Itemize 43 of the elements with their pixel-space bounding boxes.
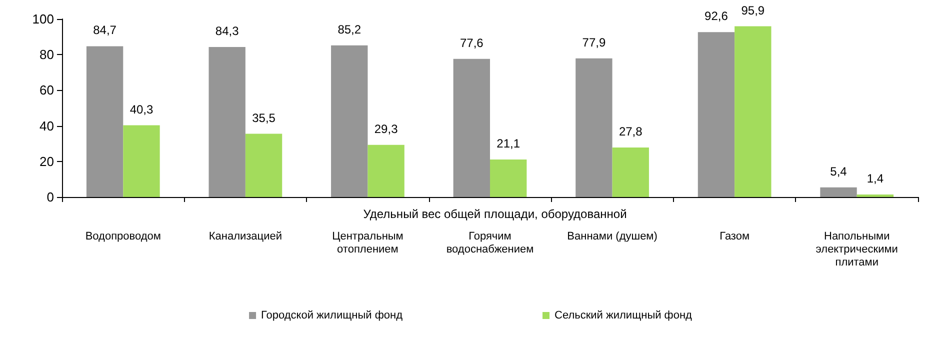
x-tick-label: Напольными электрическими плитами bbox=[816, 230, 898, 268]
x-tick-label: Водопроводом bbox=[85, 230, 161, 242]
bar bbox=[331, 45, 368, 197]
y-tick-label: 60 bbox=[40, 82, 54, 98]
y-tick-label: 0 bbox=[46, 190, 54, 204]
bar bbox=[208, 46, 246, 197]
bar bbox=[368, 144, 404, 197]
data-label: 84,3 bbox=[215, 24, 240, 38]
data-label: 77,6 bbox=[460, 36, 484, 50]
data-label: 95,9 bbox=[741, 3, 765, 18]
y-tick-label: 100 bbox=[32, 12, 54, 26]
data-label: 21,1 bbox=[496, 136, 520, 150]
legend-label: Городской жилищный фонд bbox=[261, 310, 404, 322]
bar bbox=[490, 159, 527, 197]
y-tick-label: 40 bbox=[40, 118, 54, 134]
bar bbox=[612, 148, 649, 197]
data-label: 27,8 bbox=[618, 124, 643, 139]
bar bbox=[453, 58, 490, 197]
x-tick-label: Канализацией bbox=[208, 230, 282, 242]
x-tick-label: Центральным отоплением bbox=[332, 230, 404, 256]
y-tick-label: 80 bbox=[40, 47, 54, 62]
x-axis-title: Удельный вес общей площади, оборудованной bbox=[363, 207, 627, 221]
data-label: 1,4 bbox=[866, 172, 884, 186]
bar bbox=[245, 134, 282, 197]
data-label: 35,5 bbox=[252, 110, 276, 125]
data-label: 77,9 bbox=[582, 35, 606, 50]
data-label: 92,6 bbox=[704, 9, 728, 24]
data-label: 5,4 bbox=[830, 164, 848, 178]
x-tick-label: Ваннами (душем) bbox=[567, 230, 658, 242]
bar bbox=[576, 58, 612, 197]
x-tick-label: Горячим водоснабжением bbox=[446, 230, 534, 256]
bar bbox=[734, 26, 772, 197]
data-label: 85,2 bbox=[338, 22, 362, 36]
x-tick-label: Газом bbox=[720, 230, 750, 242]
bar bbox=[123, 125, 160, 197]
data-label: 40,3 bbox=[130, 102, 154, 116]
bar bbox=[86, 46, 124, 197]
bar bbox=[820, 187, 857, 197]
bar bbox=[698, 32, 735, 197]
data-label: 84,7 bbox=[93, 23, 117, 38]
y-tick-label: 20 bbox=[40, 154, 54, 169]
data-label: 29,3 bbox=[374, 122, 398, 136]
legend-label: Сельский жилищный фонд bbox=[554, 310, 693, 322]
